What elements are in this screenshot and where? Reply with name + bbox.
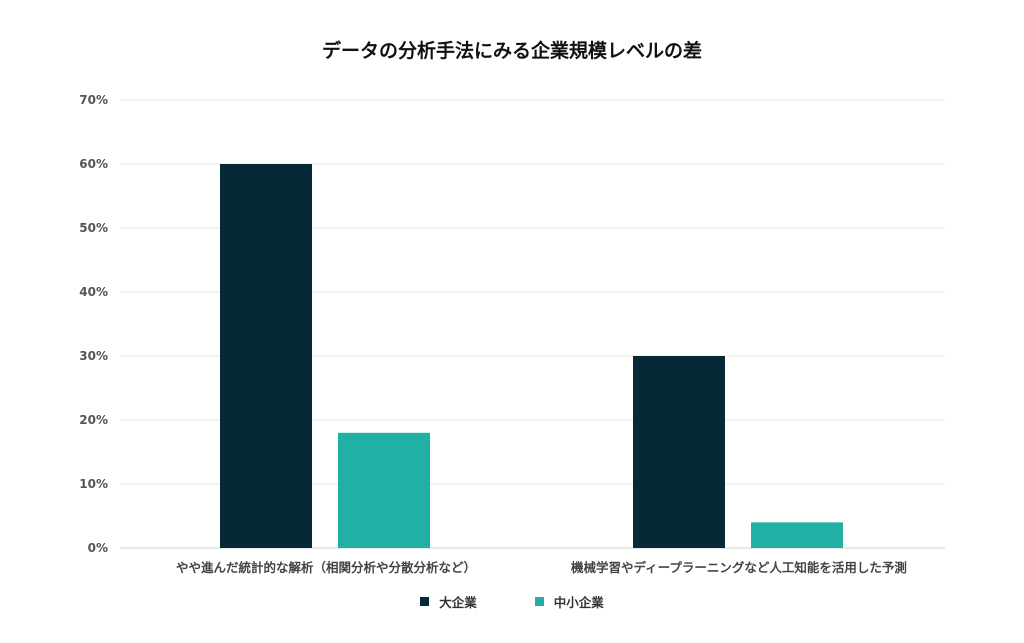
- y-tick-label: 30%: [79, 349, 108, 363]
- bar-sme-1[interactable]: [751, 522, 843, 548]
- y-tick-label: 50%: [79, 221, 108, 235]
- bar-large-enterprise-1[interactable]: [633, 356, 725, 548]
- legend-item-large-enterprise[interactable]: 大企業: [420, 592, 477, 611]
- y-tick-label: 10%: [79, 477, 108, 491]
- legend-label-large-enterprise: 大企業: [439, 595, 477, 610]
- bars: [220, 164, 843, 548]
- x-category-label: やや進んだ統計的な解析（相関分析や分散分析など）: [176, 560, 476, 575]
- legend-swatch-large-enterprise: [420, 597, 430, 606]
- legend-item-sme[interactable]: 中小企業: [534, 592, 604, 611]
- x-axis-labels: やや進んだ統計的な解析（相関分析や分散分析など） 機械学習やディープラーニングなど…: [176, 560, 907, 575]
- y-tick-label: 70%: [79, 93, 108, 107]
- legend-label-sme: 中小企業: [553, 595, 604, 610]
- legend-swatch-sme: [534, 597, 544, 606]
- bar-large-enterprise-0[interactable]: [220, 164, 312, 548]
- legend: 大企業 中小企業: [0, 592, 1024, 611]
- y-tick-label: 40%: [79, 285, 108, 299]
- bar-sme-0[interactable]: [338, 432, 430, 548]
- chart-title: データの分析手法にみる企業規模レベルの差: [321, 40, 702, 62]
- grid-lines: [120, 99, 945, 549]
- y-axis-ticks: 0% 10% 20% 30% 40% 50% 60% 70%: [79, 93, 108, 555]
- y-tick-label: 20%: [79, 413, 108, 427]
- x-category-label: 機械学習やディープラーニングなど人工知能を活用した予測: [571, 560, 907, 575]
- y-tick-label: 60%: [79, 157, 108, 171]
- y-tick-label: 0%: [88, 541, 108, 555]
